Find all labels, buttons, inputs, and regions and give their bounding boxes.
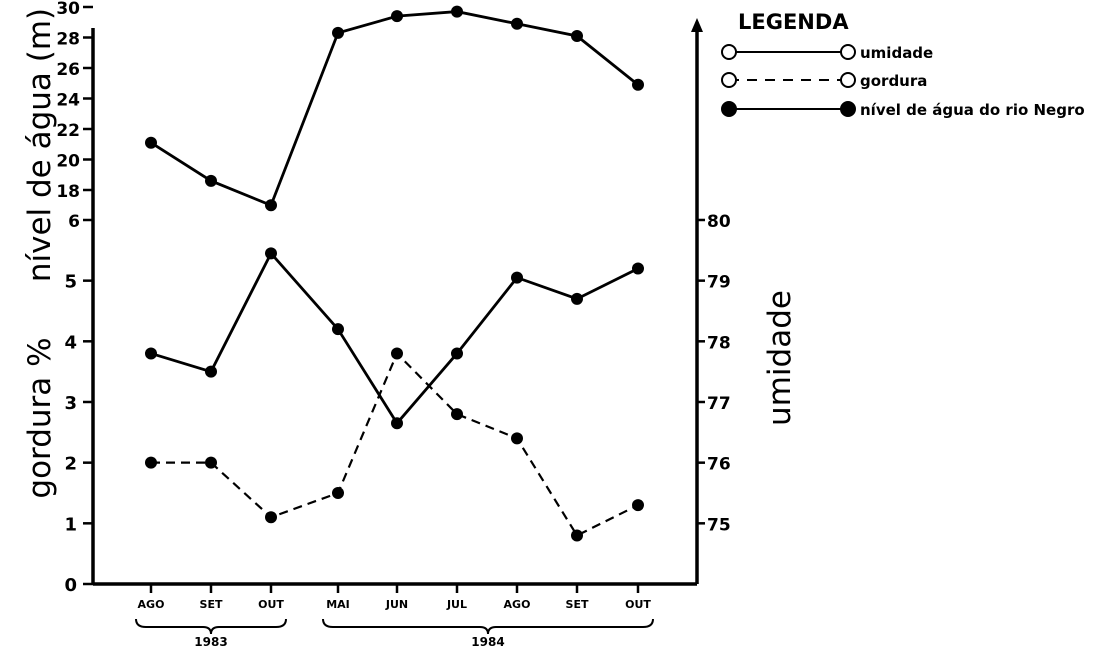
- legend-title: LEGENDA: [738, 10, 849, 34]
- nivel-agua-point: [571, 29, 583, 42]
- gordura-point: [511, 432, 523, 445]
- x-tick-label: MAI: [326, 598, 350, 611]
- umidade-point: [511, 271, 523, 284]
- chart-marks: [145, 5, 644, 542]
- nivel-agua-point: [451, 5, 463, 18]
- legend-label: umidade: [860, 44, 933, 62]
- legend-marker: [840, 72, 856, 88]
- upper-y-tick-label: 30: [56, 0, 80, 19]
- legend-marker: [840, 101, 856, 117]
- tick-labels: 30 28 26 24 22 20 18 6 0 1 2 3 4 5 75 76 77 78 79 80 AGO SET O…: [56, 0, 731, 648]
- gordura-point: [571, 529, 583, 542]
- year-bracket: [322, 618, 654, 635]
- umidade-point: [451, 347, 463, 360]
- gordura-point: [632, 499, 644, 512]
- umidade-point: [332, 323, 344, 336]
- nivel-agua-line: [150, 10, 639, 208]
- legend-label: gordura: [860, 72, 927, 90]
- nivel-agua-point: [205, 174, 217, 187]
- axes: [91, 18, 703, 586]
- umidade-point: [571, 292, 583, 305]
- legend-marker: [721, 101, 737, 117]
- nivel-agua-point: [632, 78, 644, 91]
- left-y-tick-label: 3: [64, 393, 77, 414]
- year-label: 1983: [194, 635, 227, 648]
- umidade-point: [391, 417, 403, 430]
- gordura-point: [332, 486, 344, 499]
- gordura-point: [451, 408, 463, 421]
- legend-marker: [840, 44, 856, 60]
- nivel-agua-point: [332, 26, 344, 39]
- umidade-point: [632, 262, 644, 275]
- x-tick-label: JUL: [446, 598, 467, 611]
- x-tick-label: AGO: [138, 598, 165, 611]
- x-tick-label: JUN: [385, 598, 408, 611]
- gordura-point: [391, 347, 403, 360]
- right-y-axis-title: umidade: [762, 290, 798, 426]
- upper-y-tick-label: 24: [56, 91, 80, 111]
- left-y-tick-label: 5: [64, 272, 77, 293]
- upper-y-tick-label: 6: [68, 212, 80, 232]
- x-tick-label: OUT: [625, 598, 651, 611]
- left-y-axis-title: gordura %: [22, 337, 58, 498]
- year-bracket: [135, 618, 287, 635]
- upper-y-tick-label: 22: [56, 121, 80, 141]
- umidade-line: [150, 250, 639, 426]
- umidade-series: [145, 247, 644, 430]
- gordura-point: [145, 456, 157, 469]
- right-y-tick-label: 76: [707, 455, 731, 475]
- gordura-point: [265, 511, 277, 524]
- gordura-point: [205, 456, 217, 469]
- x-tick-label: OUT: [258, 598, 284, 611]
- umidade-point: [145, 347, 157, 360]
- right-y-tick-label: 79: [707, 273, 731, 293]
- left-y-tick-label: 2: [64, 454, 77, 475]
- right-y-tick-label: 80: [707, 212, 731, 232]
- left-y-tick-label: 4: [64, 332, 77, 353]
- nivel-agua-point: [391, 10, 403, 23]
- legend-marker: [721, 72, 737, 88]
- right-y-tick-label: 75: [707, 515, 731, 535]
- gordura-line: [151, 351, 639, 537]
- x-tick-label: AGO: [504, 598, 531, 611]
- left-y-tick-label: 1: [64, 514, 77, 535]
- nivel-agua-point: [145, 136, 157, 149]
- nivel-agua-point: [265, 199, 277, 212]
- legend-marker: [721, 44, 737, 60]
- upper-y-tick-label: 28: [56, 30, 80, 50]
- upper-y-tick-label: 26: [56, 60, 80, 80]
- gordura-series: [145, 347, 644, 542]
- left-y-tick-label: 0: [64, 575, 77, 596]
- right-axis-arrow: [691, 18, 703, 32]
- x-tick-label: SET: [566, 598, 589, 611]
- upper-y-tick-label: 20: [56, 152, 80, 172]
- upper-y-axis-title: nível de água (m): [22, 8, 58, 282]
- umidade-point: [265, 247, 277, 260]
- legend-label: nível de água do rio Negro: [860, 101, 1085, 119]
- right-y-tick-label: 78: [707, 333, 731, 353]
- right-y-tick-label: 77: [707, 394, 731, 414]
- nivel-agua-point: [511, 17, 523, 30]
- nivel-agua-series: [145, 5, 644, 212]
- legend: LEGENDA umidade gordura nível de água do r…: [721, 10, 1085, 119]
- x-tick-label: SET: [200, 598, 223, 611]
- year-label: 1984: [471, 635, 504, 648]
- upper-y-tick-label: 18: [56, 182, 80, 202]
- umidade-point: [205, 365, 217, 378]
